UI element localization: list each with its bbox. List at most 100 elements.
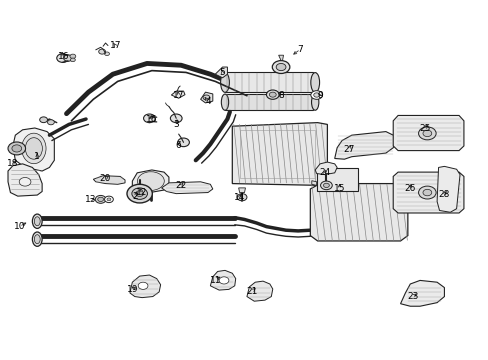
Circle shape (70, 58, 75, 62)
Circle shape (136, 191, 143, 197)
Text: 4: 4 (204, 96, 210, 105)
Text: 7: 7 (297, 45, 303, 54)
Text: 20: 20 (100, 174, 111, 183)
Polygon shape (315, 162, 336, 175)
Text: 23: 23 (406, 292, 418, 301)
Circle shape (323, 183, 329, 188)
Circle shape (276, 63, 285, 71)
Text: 24: 24 (319, 168, 330, 177)
Circle shape (47, 120, 54, 125)
Text: 12: 12 (136, 188, 147, 197)
Polygon shape (161, 182, 212, 194)
Polygon shape (210, 270, 235, 290)
Circle shape (422, 130, 431, 136)
Circle shape (219, 277, 228, 284)
Bar (239, 130, 315, 178)
Text: 10: 10 (14, 222, 25, 231)
Circle shape (313, 93, 319, 97)
Text: 18: 18 (7, 159, 19, 168)
Circle shape (57, 54, 68, 62)
Text: 2: 2 (132, 192, 137, 201)
Ellipse shape (34, 235, 40, 244)
Text: 15: 15 (333, 184, 345, 193)
Circle shape (95, 195, 106, 203)
Text: 1: 1 (34, 152, 40, 161)
Polygon shape (436, 166, 459, 212)
Circle shape (237, 194, 246, 201)
Circle shape (269, 92, 276, 97)
Circle shape (12, 145, 21, 152)
Polygon shape (310, 184, 407, 241)
Polygon shape (238, 188, 245, 193)
Ellipse shape (220, 73, 229, 92)
Text: 17: 17 (173, 91, 184, 100)
Text: 5: 5 (219, 68, 225, 77)
Circle shape (8, 142, 25, 155)
Polygon shape (171, 91, 184, 98)
Circle shape (127, 184, 152, 203)
Circle shape (70, 54, 76, 58)
Polygon shape (392, 116, 463, 150)
Polygon shape (334, 132, 395, 159)
Polygon shape (215, 67, 227, 78)
Text: 3: 3 (173, 120, 179, 129)
Text: 11: 11 (209, 276, 221, 285)
Polygon shape (13, 128, 54, 171)
Circle shape (63, 55, 72, 61)
Text: 16: 16 (146, 114, 157, 123)
Circle shape (143, 114, 155, 123)
Text: 9: 9 (317, 91, 322, 100)
Circle shape (320, 181, 331, 190)
Text: 26: 26 (404, 184, 415, 193)
Polygon shape (278, 55, 283, 60)
Polygon shape (232, 123, 327, 185)
Ellipse shape (32, 214, 42, 228)
Ellipse shape (34, 217, 40, 226)
Circle shape (418, 127, 435, 140)
Circle shape (99, 49, 105, 54)
Circle shape (422, 189, 431, 196)
Circle shape (418, 186, 435, 199)
Circle shape (266, 90, 279, 99)
Text: 19: 19 (126, 285, 138, 294)
Ellipse shape (310, 73, 319, 92)
Polygon shape (200, 92, 212, 103)
Text: 16: 16 (58, 52, 70, 61)
Circle shape (310, 91, 322, 99)
Polygon shape (246, 281, 272, 301)
Circle shape (132, 188, 147, 199)
Text: 14: 14 (233, 193, 245, 202)
Ellipse shape (25, 138, 42, 159)
Circle shape (177, 138, 189, 147)
Ellipse shape (221, 94, 228, 110)
Text: 17: 17 (109, 41, 121, 50)
Circle shape (104, 52, 109, 55)
Circle shape (272, 60, 289, 73)
Text: 27: 27 (343, 145, 354, 154)
Circle shape (104, 196, 113, 203)
Text: 13: 13 (85, 195, 97, 204)
Polygon shape (392, 172, 463, 213)
Polygon shape (132, 170, 168, 192)
Ellipse shape (137, 172, 164, 190)
Polygon shape (8, 164, 42, 196)
Text: 8: 8 (278, 91, 284, 100)
Circle shape (203, 95, 209, 100)
Polygon shape (93, 176, 125, 184)
Circle shape (19, 177, 31, 186)
Bar (224, 94, 312, 110)
Circle shape (40, 117, 47, 123)
Text: 22: 22 (175, 181, 186, 190)
Bar (224, 72, 312, 92)
Circle shape (170, 114, 182, 123)
Text: 28: 28 (438, 190, 449, 199)
Bar (316, 168, 357, 192)
Circle shape (138, 282, 148, 289)
Ellipse shape (32, 232, 42, 246)
Circle shape (107, 198, 111, 201)
Text: 25: 25 (418, 123, 430, 132)
Text: 6: 6 (176, 141, 181, 150)
Ellipse shape (311, 94, 318, 110)
Circle shape (98, 197, 103, 202)
Ellipse shape (21, 133, 46, 164)
